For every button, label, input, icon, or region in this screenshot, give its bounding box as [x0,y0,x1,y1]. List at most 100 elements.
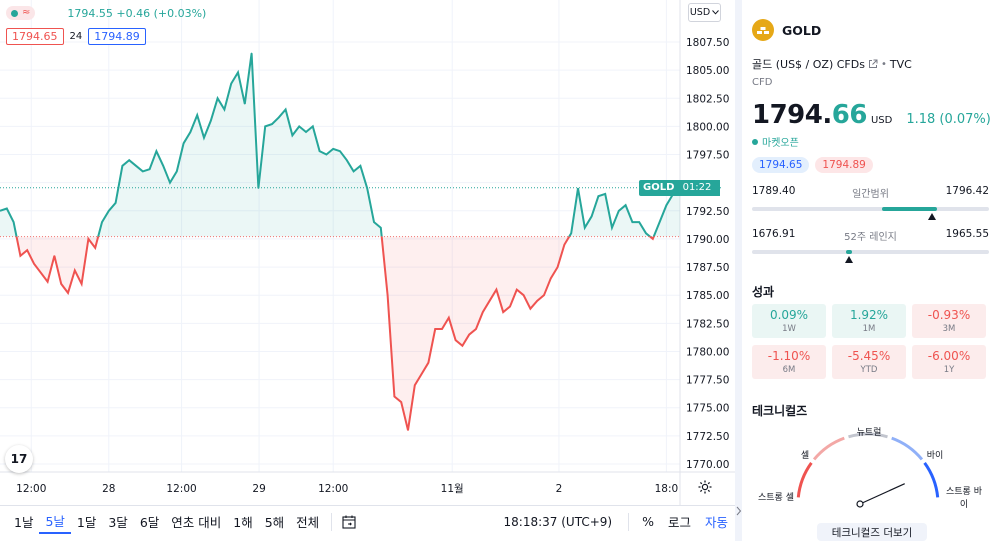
tradingview-logo-icon[interactable]: 17 [5,445,33,473]
price-chart[interactable]: 1807.50 1805.00 1802.50 1800.00 1797.50 1792.… [0,0,735,505]
market-status-pill[interactable]: ≈ [6,6,36,20]
gauge-arc-neutral [848,432,888,439]
data-point [203,137,205,139]
performance-cell[interactable]: 1.92% 1M [832,304,906,338]
data-point [557,266,559,268]
symbol-details-panel: GOLD 골드 (US$ / OZ) CFDs • TVC CFD 1794.6… [742,0,1005,541]
performance-title: 성과 [752,285,775,299]
range-button[interactable]: 1날 [14,515,34,530]
symbol-name: GOLD [782,22,822,38]
week-range-label: 52주 레인지 [844,232,897,243]
performance-value: -6.00% [927,349,971,363]
data-point [291,134,293,137]
area-fill-above-baseline [0,53,680,237]
data-point [244,103,246,105]
gauge-label-neutral: 뉴트럴 [857,427,882,438]
data-point [475,328,477,330]
gauge-arc-strong-buy [923,462,940,498]
data-point [414,384,416,386]
external-link-icon[interactable] [868,59,878,69]
data-point [407,429,409,431]
range-button[interactable]: 1해 [233,515,253,530]
symbol-type: CFD [752,77,773,88]
data-point [455,339,457,341]
market-status[interactable]: 마켓오픈 [752,134,799,149]
price-axis-tick: 1787.50 [686,262,729,274]
symbol-description: 골드 (US$ / OZ) CFDs • TVC [752,56,912,72]
data-point [618,210,620,212]
performance-cell[interactable]: -5.45% YTD [832,345,906,379]
sell-price-button[interactable]: 1794.65 [6,28,64,45]
calendar-goto-icon[interactable] [338,511,360,533]
performance-cell[interactable]: -0.93% 3M [912,304,986,338]
data-point [189,131,191,133]
data-source[interactable]: TVC [889,57,912,71]
symbol-price-tag: GOLD [639,179,679,196]
performance-cell[interactable]: 0.09% 1W [752,304,826,338]
data-point [536,300,538,302]
data-point [502,311,504,313]
52-week-range: 1676.91 52주 레인지 1965.55 [752,228,989,263]
technicals-gauge: 뉴트럴 셀 바이 스트롱 셀 스트롱 바 이 [758,427,983,510]
data-point [570,232,572,234]
price-axis-tick: 1792.50 [686,206,729,218]
bottom-toolbar: 1날 5날 1달 3달 6달 연초 대비 1해 5해 전체 18:18:37 (UTC+9) %… [0,505,735,537]
percent-scale-toggle[interactable]: % [642,514,654,529]
performance-cell[interactable]: -6.00% 1Y [912,345,986,379]
performance-cell[interactable]: -1.10% 6M [752,345,826,379]
gauge-arc-strong-sell [796,462,813,498]
technicals-more-button[interactable]: 테크니컬즈 더보기 [817,523,927,541]
gauge-label-strong-buy-1: 스트롱 바 [946,486,983,497]
time-axis-tick: 12:00 [166,483,196,495]
data-point [597,195,600,197]
auto-scale-toggle[interactable]: 자동 [704,515,728,530]
range-button[interactable]: 6달 [139,515,160,530]
data-point [659,221,661,223]
data-point [81,283,83,285]
time-axis-tick: 12:00 [318,483,348,495]
data-point [427,362,429,364]
range-button[interactable]: 연초 대비 [171,515,222,530]
settings-gear-icon[interactable] [697,479,713,495]
range-button[interactable]: 5해 [264,515,285,530]
price-axis-tick: 1775.00 [686,403,729,415]
range-button[interactable]: 전체 [296,515,320,530]
week-range-low: 1676.91 [752,228,796,240]
data-point [489,300,491,302]
panel-splitter[interactable] [735,0,742,541]
toolbar-separator [628,512,630,531]
data-point [461,345,463,347]
symbol-header[interactable]: GOLD [752,19,821,41]
data-point [60,283,62,285]
time-axis-tick: 29 [252,483,265,495]
price-change: 1.18 (0.07%) [906,112,991,127]
currency-button[interactable]: USD [688,3,721,22]
chart-pane[interactable]: 1807.50 1805.00 1802.50 1800.00 1797.50 1792.… [0,0,735,541]
data-point [652,238,654,240]
performance-value: 1.92% [849,308,889,322]
data-point [625,204,627,206]
buy-price-button[interactable]: 1794.89 [88,28,146,45]
data-point [142,170,144,173]
data-point [332,148,334,150]
data-point [563,243,566,246]
range-button[interactable]: 1달 [76,515,97,530]
timezone-clock[interactable]: 18:18:37 (UTC+9) [503,514,613,529]
data-point [230,83,232,85]
data-point [87,238,89,240]
data-point [516,288,518,291]
data-point [550,277,552,279]
range-button[interactable]: 3달 [108,515,128,530]
technicals-title: 테크니컬즈 [752,404,808,418]
time-axis-tick: 2 [556,483,563,495]
chevron-right-icon[interactable] [736,506,742,516]
performance-value: -5.45% [847,349,891,363]
range-button[interactable]: 5날 [39,510,71,534]
day-range-fill [882,207,937,211]
log-scale-toggle[interactable]: 로그 [667,515,691,530]
time-axis-tick: 18:0 [655,483,679,495]
area-fill-below-baseline [0,236,680,431]
time-axis-tick: 12:00 [16,483,46,495]
data-point [393,395,395,398]
